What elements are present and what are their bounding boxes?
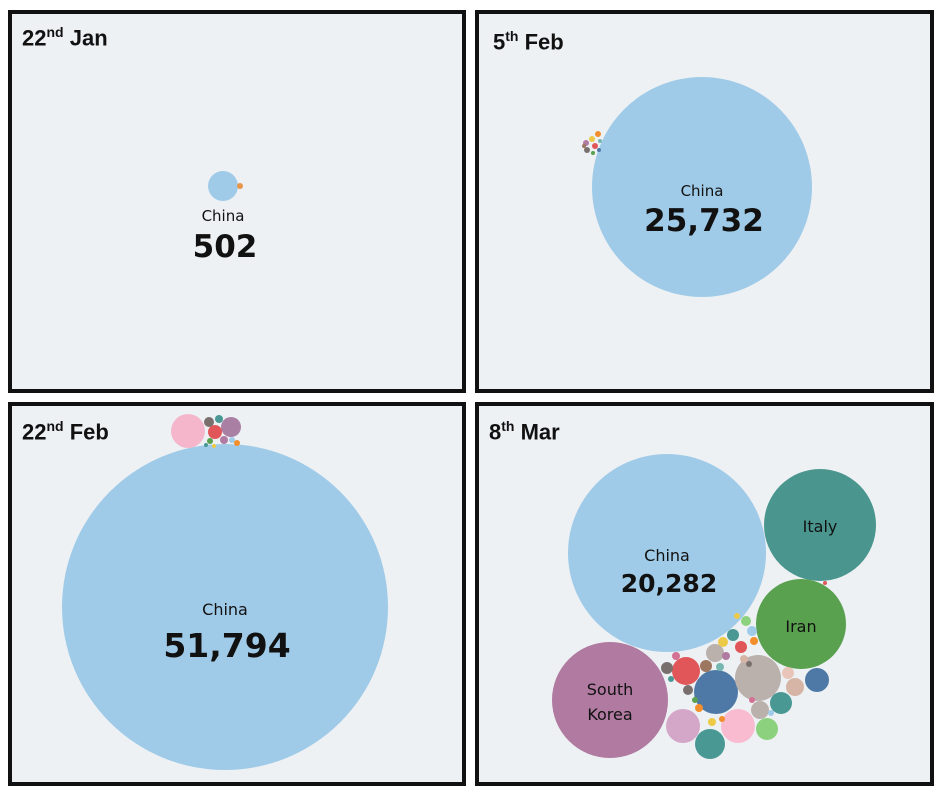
bubble-small: [592, 143, 598, 149]
bubble-label: China: [202, 600, 248, 619]
bubble-small: [735, 655, 781, 701]
bubble-small: [740, 655, 748, 663]
bubble-small: [220, 436, 228, 444]
bubble-small: [782, 667, 794, 679]
bubble-small: [208, 425, 222, 439]
bubble-small: [672, 652, 680, 660]
bubble-small: [237, 183, 243, 189]
bubble-small: [666, 709, 700, 743]
bubble-south-korea: [552, 642, 668, 758]
bubble-china: [62, 444, 388, 770]
bubble-value: 502: [193, 229, 258, 265]
bubble-small: [661, 662, 673, 674]
panel-title: 22nd Jan: [22, 24, 108, 51]
bubble-small: [770, 692, 792, 714]
bubble-label: China: [202, 207, 245, 225]
bubble-small: [204, 417, 214, 427]
bubble-small: [718, 637, 728, 647]
bubble-small: [595, 131, 601, 137]
bubble-small: [716, 663, 724, 671]
bubble-small: [695, 729, 725, 759]
bubble-small: [746, 661, 752, 667]
bubble-small: [683, 685, 693, 695]
bubble-small: [722, 652, 730, 660]
bubble-small: [805, 668, 829, 692]
bubble-value: 25,732: [644, 203, 764, 239]
bubble-small: [750, 637, 758, 645]
bubble-small: [823, 581, 827, 585]
bubble-value: 51,794: [163, 626, 290, 665]
bubble-small: [672, 657, 700, 685]
bubble-label: Italy: [803, 517, 838, 536]
bubble-small: [721, 709, 755, 743]
bubble-small: [694, 670, 738, 714]
bubble-small: [668, 676, 674, 682]
bubble-small: [751, 701, 769, 719]
bubble-small: [756, 718, 778, 740]
bubble-small: [734, 613, 740, 619]
bubble-small: [768, 710, 774, 716]
bubble-small: [786, 678, 804, 696]
bubble-small: [735, 641, 747, 653]
bubble-small: [204, 443, 208, 447]
panel-22-jan: 22nd Jan: [8, 10, 466, 393]
bubble-small: [207, 438, 213, 444]
bubble-label: China: [681, 182, 724, 200]
bubble-china: [592, 77, 812, 297]
bubble-small: [706, 644, 724, 662]
bubble-small: [582, 144, 586, 148]
bubble-small: [727, 629, 739, 641]
bubble-small: [597, 148, 601, 152]
bubble-small: [692, 697, 698, 703]
bubble-label: Iran: [785, 617, 816, 636]
bubble-small: [741, 616, 751, 626]
bubble-small: [591, 151, 595, 155]
panel-title: 5th Feb: [493, 28, 564, 55]
bubble-small: [747, 626, 757, 636]
bubble-small: [589, 136, 595, 142]
bubble-small: [215, 415, 223, 423]
bubble-small: [584, 147, 590, 153]
bubble-small: [229, 437, 235, 443]
bubble-small: [719, 716, 725, 722]
bubble-italy: [764, 469, 876, 581]
bubble-small: [234, 440, 240, 446]
bubble-small: [598, 139, 602, 143]
bubble-china: [208, 171, 238, 201]
bubble-small: [749, 697, 755, 703]
bubble-label: China: [644, 546, 690, 565]
bubble-small: [708, 718, 716, 726]
panel-title: 22nd Feb: [22, 418, 109, 445]
bubble-small: [700, 660, 712, 672]
bubble-china: [568, 454, 766, 652]
panel-title: 8th Mar: [489, 418, 560, 445]
bubble-small: [695, 704, 703, 712]
bubble-iran: [756, 579, 846, 669]
bubble-label: South: [587, 680, 634, 699]
bubble-small: [212, 444, 216, 448]
bubble-small: [171, 414, 205, 448]
bubble-label: Korea: [587, 705, 632, 724]
bubble-value: 20,282: [621, 569, 717, 598]
bubble-small: [221, 417, 241, 437]
